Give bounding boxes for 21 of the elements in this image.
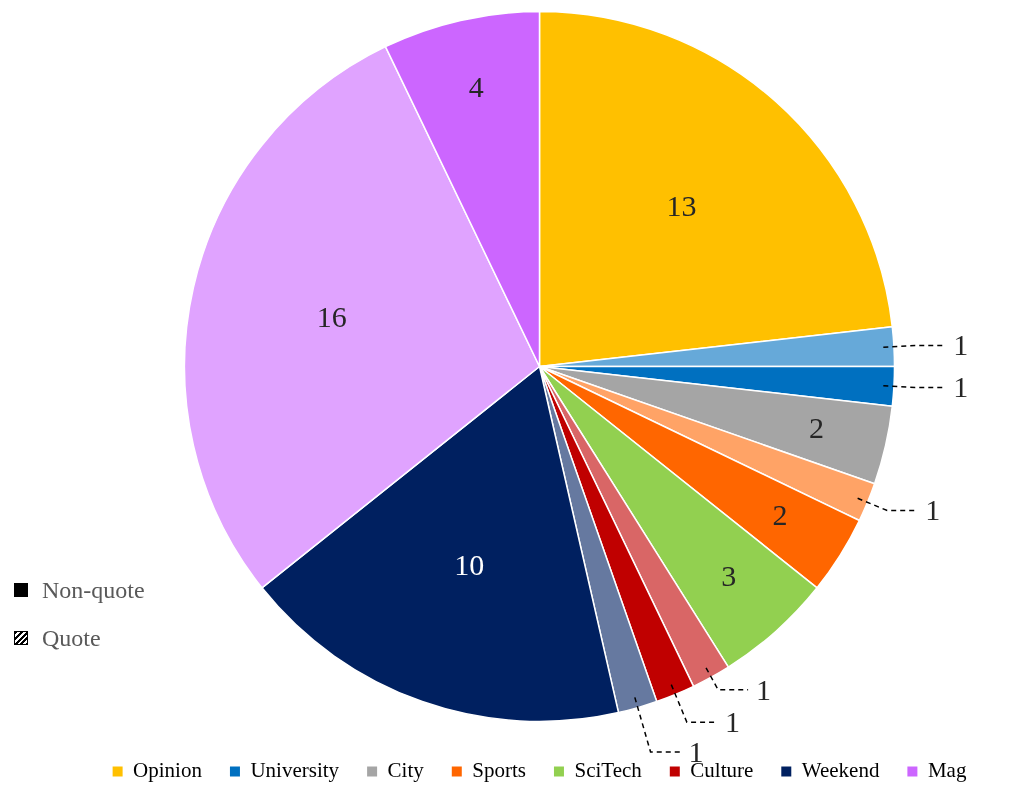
data-label: 1 [724, 705, 740, 739]
legend-label: University [250, 758, 340, 783]
legend-label: Weekend [801, 758, 880, 783]
data-label: 16 [316, 299, 347, 333]
data-label: 10 [454, 548, 485, 582]
data-label: 13 [666, 188, 697, 222]
legend-label: City [387, 758, 425, 783]
data-label: 1 [925, 493, 941, 527]
data-label: 1 [953, 370, 969, 404]
legend-label: Mag [927, 758, 967, 783]
legend-label: Opinion [133, 758, 203, 783]
data-label: 2 [808, 410, 824, 444]
text: Non-quote [42, 576, 145, 604]
data-label: 1 [953, 328, 969, 362]
legend-label: Sports [472, 758, 526, 783]
text: Quote [42, 624, 101, 652]
data-label: 1 [756, 672, 772, 706]
data-label: 2 [772, 498, 788, 532]
data-label: 4 [468, 70, 484, 104]
data-label: 3 [721, 559, 737, 593]
legend-label: SciTech [574, 758, 643, 783]
